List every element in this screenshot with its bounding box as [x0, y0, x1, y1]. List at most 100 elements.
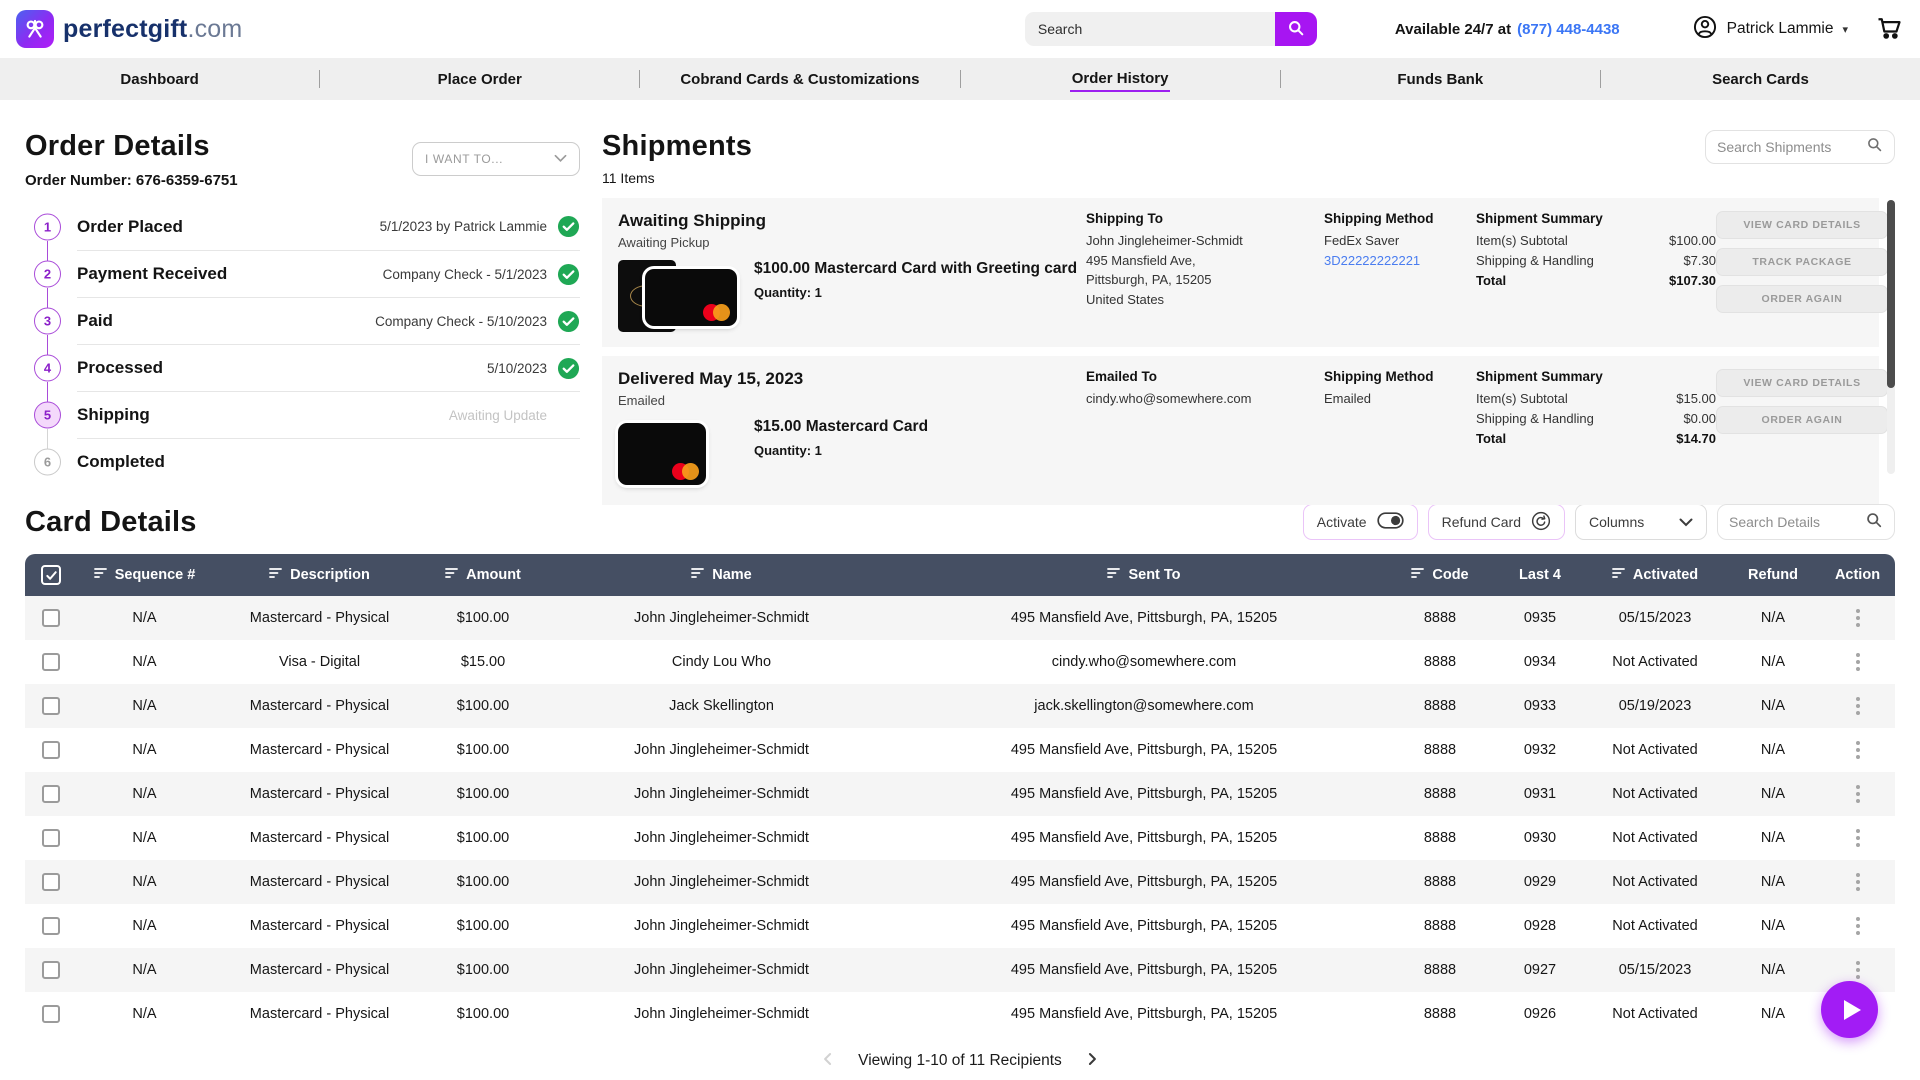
play-fab-button[interactable] [1821, 981, 1878, 1038]
cell-last-4: 0932 [1523, 742, 1557, 758]
pagination-next-button[interactable] [1082, 1049, 1102, 1072]
card-details-section: Card Details Activate Refund Card Column… [0, 488, 1920, 1072]
step-connector [47, 428, 48, 450]
row-actions-kebab-icon[interactable] [1851, 824, 1865, 852]
columns-dropdown[interactable]: Columns [1575, 504, 1707, 540]
shipping-method-value: Emailed [1324, 391, 1371, 406]
summary-total-value: $107.30 [1669, 273, 1716, 289]
shipment-status-subtitle: Awaiting Pickup [618, 235, 710, 250]
column-header-name[interactable]: Name [539, 567, 904, 583]
nav-item-dashboard[interactable]: Dashboard [0, 67, 319, 91]
row-checkbox[interactable] [42, 917, 60, 935]
column-header-amount[interactable]: Amount [427, 567, 539, 583]
table-row: N/A Mastercard - Physical $100.00 John Jing… [25, 860, 1895, 904]
row-checkbox[interactable] [42, 697, 60, 715]
cell-refund: N/A [1760, 654, 1786, 670]
shipments-scrollbar-thumb[interactable] [1887, 200, 1895, 388]
order-again-button[interactable]: ORDER AGAIN [1716, 285, 1888, 313]
tracking-number-link[interactable]: 3D22222222221 [1324, 252, 1421, 268]
nav-divider [1599, 70, 1601, 88]
row-actions-kebab-icon[interactable] [1851, 648, 1865, 676]
shipment-product-block: Awaiting Shipping Awaiting Pickup $100.00 … [618, 211, 1086, 334]
view-card-details-button[interactable]: VIEW CARD DETAILS [1716, 211, 1888, 239]
cell-name: John Jingleheimer-Schmidt [634, 786, 809, 802]
nav-item-cobrand-cards-customizations[interactable]: Cobrand Cards & Customizations [640, 67, 959, 91]
cell-name: John Jingleheimer-Schmidt [634, 874, 809, 890]
column-header-sent-to[interactable]: Sent To [904, 567, 1384, 583]
step-status-group: Company Check - 5/1/2023 [383, 263, 580, 286]
summary-row-label: Item(s) Subtotal [1476, 233, 1568, 248]
phone-link[interactable]: (877) 448-4438 [1517, 20, 1620, 38]
row-actions-kebab-icon[interactable] [1851, 604, 1865, 632]
row-action-cell [1820, 736, 1895, 764]
details-search-input[interactable] [1729, 514, 1859, 530]
brand-logo[interactable]: perfectgift.com [16, 10, 242, 48]
step-content: Payment Received Company Check - 5/1/2023 [77, 250, 580, 297]
shipping-method-value: FedEx Saver [1324, 233, 1400, 248]
step-indicator: 3 [25, 297, 77, 356]
nav-item-search-cards[interactable]: Search Cards [1601, 67, 1920, 91]
column-header-description[interactable]: Description [212, 567, 427, 583]
activate-button[interactable]: Activate [1302, 504, 1418, 540]
row-checkbox[interactable] [42, 873, 60, 891]
column-label: Amount [466, 567, 521, 583]
select-all-checkbox[interactable] [41, 565, 61, 585]
cell-sent-to: 495 Mansfield Ave, Pittsburgh, PA, 15205 [1010, 610, 1278, 626]
nav-item-funds-bank[interactable]: Funds Bank [1281, 67, 1600, 91]
search-input[interactable] [1024, 12, 1275, 46]
row-actions-kebab-icon[interactable] [1851, 956, 1865, 984]
row-actions-kebab-icon[interactable] [1851, 868, 1865, 896]
product-title: $15.00 Mastercard Card [754, 418, 929, 435]
row-checkbox[interactable] [42, 741, 60, 759]
cell-sequence: N/A [132, 654, 157, 670]
cell-last-4: 0930 [1523, 830, 1557, 846]
column-header-code[interactable]: Code [1384, 567, 1496, 583]
cell-last-4: 0933 [1523, 698, 1557, 714]
view-card-details-button[interactable]: VIEW CARD DETAILS [1716, 369, 1888, 397]
sort-icon [1411, 567, 1425, 583]
row-checkbox[interactable] [42, 961, 60, 979]
cell-amount: $100.00 [456, 830, 510, 846]
step-number: 6 [34, 448, 61, 475]
row-action-cell [1820, 912, 1895, 940]
table-row: N/A Visa - Digital $15.00 Cindy Lou Who cind… [25, 640, 1895, 684]
nav-item-order-history[interactable]: Order History [961, 66, 1280, 92]
shipments-search-input[interactable] [1717, 139, 1860, 155]
shipment-status-title: Delivered May 15, 2023 [618, 369, 804, 388]
nav-item-place-order[interactable]: Place Order [320, 67, 639, 91]
column-header-activated[interactable]: Activated [1584, 567, 1726, 583]
i-want-to-dropdown[interactable]: I WANT TO... [412, 142, 580, 176]
chevron-left-icon [818, 1049, 838, 1072]
row-select-cell [25, 653, 77, 671]
shipment-summary-block: Shipment Summary Item(s) Subtotal $15.00 Sh… [1476, 369, 1716, 492]
track-package-button[interactable]: TRACK PACKAGE [1716, 248, 1888, 276]
user-menu[interactable]: Patrick Lammie ▾ [1692, 14, 1848, 45]
cell-code: 8888 [1423, 830, 1457, 846]
cart-button[interactable] [1874, 14, 1904, 45]
search-button[interactable] [1274, 12, 1317, 46]
column-header-sequence[interactable]: Sequence # [77, 567, 212, 583]
i-want-to-label: I WANT TO... [425, 152, 504, 166]
row-actions-kebab-icon[interactable] [1851, 736, 1865, 764]
recipient-block: Emailed To cindy.who@somewhere.com [1086, 369, 1324, 492]
row-checkbox[interactable] [42, 609, 60, 627]
row-actions-kebab-icon[interactable] [1851, 692, 1865, 720]
row-checkbox[interactable] [42, 1005, 60, 1023]
refund-card-button[interactable]: Refund Card [1427, 504, 1565, 540]
nav-item-label: Order History [1069, 66, 1171, 92]
row-checkbox[interactable] [42, 785, 60, 803]
step-label: Order Placed [77, 216, 183, 236]
cell-activated: Not Activated [1612, 1006, 1698, 1022]
row-checkbox[interactable] [42, 829, 60, 847]
row-actions-kebab-icon[interactable] [1851, 912, 1865, 940]
row-checkbox[interactable] [42, 653, 60, 671]
card-thumbnail [618, 418, 740, 492]
cell-activated: 05/15/2023 [1618, 610, 1692, 626]
table-header-row: Sequence # Description Amount Name Sent To Co… [25, 554, 1895, 596]
cell-name: John Jingleheimer-Schmidt [634, 830, 809, 846]
order-again-button[interactable]: ORDER AGAIN [1716, 406, 1888, 434]
pagination-prev-button[interactable] [818, 1049, 838, 1072]
cell-description: Mastercard - Physical [249, 742, 390, 758]
cell-amount: $100.00 [456, 786, 510, 802]
row-actions-kebab-icon[interactable] [1851, 780, 1865, 808]
